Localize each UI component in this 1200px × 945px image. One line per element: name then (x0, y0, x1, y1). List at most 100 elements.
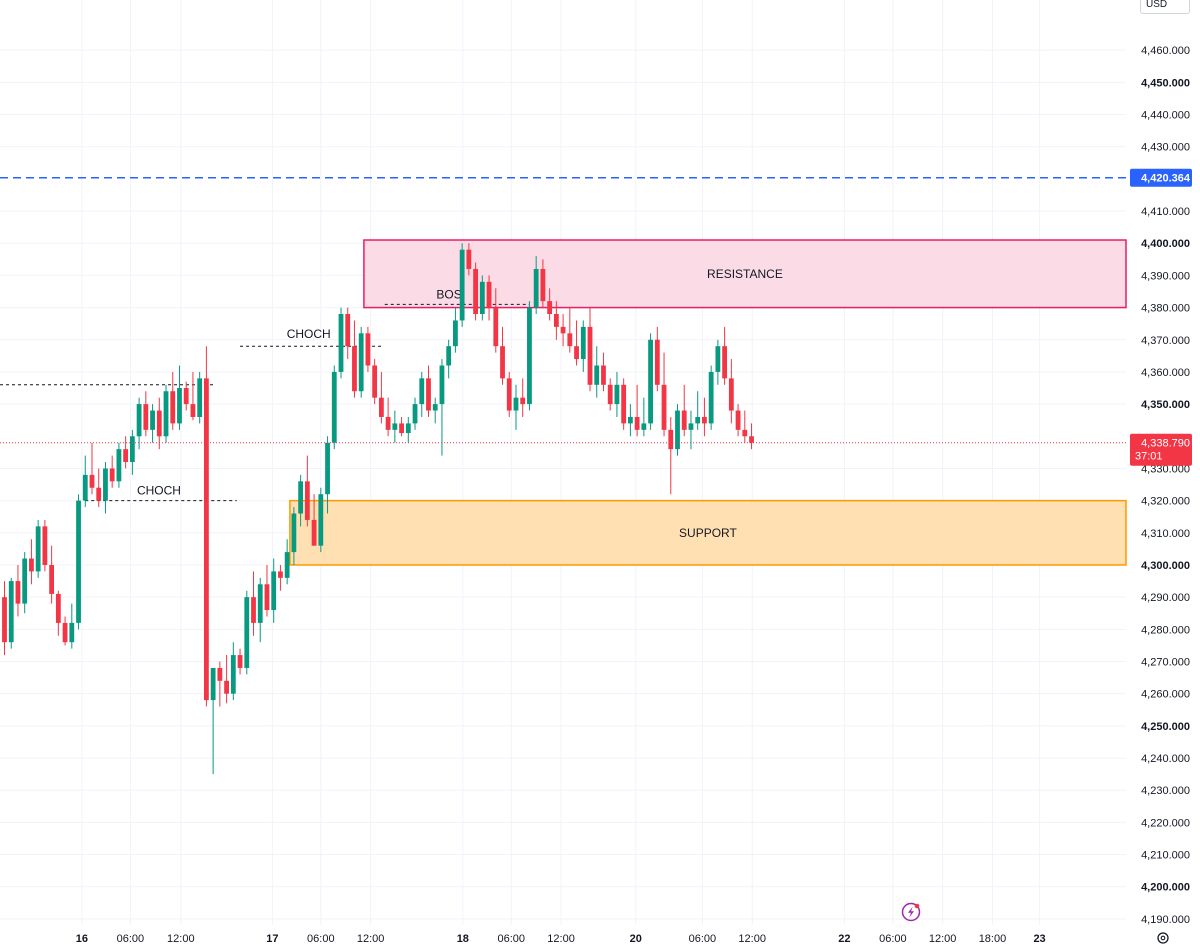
candle (607, 378, 613, 411)
candle-body (318, 494, 324, 546)
y-tick-label: 4,330.000 (1141, 463, 1190, 475)
marked-price-badge: 4,420.364 (1130, 168, 1192, 187)
candle (304, 455, 310, 527)
candle-body (177, 388, 182, 424)
y-tick-label: 4,360.000 (1141, 367, 1190, 379)
candle (708, 365, 714, 430)
candle (580, 320, 586, 372)
x-axis[interactable]: 16 06:00 12:00 17 06:00 12:00 18 06:00 12:00 20 06… (76, 933, 1046, 945)
currency-selector[interactable]: USD (1140, 0, 1190, 14)
y-tick-label: 4,290.000 (1141, 592, 1190, 604)
candle-body (688, 423, 694, 430)
candle (749, 423, 754, 450)
x-tick-label: 18 (457, 933, 469, 945)
candle (702, 397, 707, 437)
candle (197, 371, 203, 424)
candle-body (453, 320, 458, 347)
y-axis[interactable]: 4,460.000 4,450.000 4,440.000 4,430.000 4,41… (1130, 45, 1192, 926)
candle (466, 243, 472, 276)
y-tick-label: 4,260.000 (1141, 689, 1190, 701)
candle-body (580, 326, 586, 360)
y-tick-label: 4,200.000 (1141, 882, 1190, 894)
candle-body (486, 281, 492, 308)
candle (345, 307, 351, 360)
candle-body (708, 371, 714, 424)
candle-body (304, 481, 310, 520)
candle-body (35, 526, 41, 572)
candle (69, 603, 75, 649)
candle (533, 256, 539, 315)
y-tick-label: 4,230.000 (1141, 785, 1190, 797)
x-tick-label: 06:00 (498, 933, 526, 945)
candle (237, 648, 243, 675)
candle-body (298, 481, 304, 514)
candle-body (251, 597, 256, 623)
candle (42, 519, 48, 572)
candle (675, 404, 680, 456)
candle (681, 384, 687, 437)
y-tick-label: 4,430.000 (1141, 142, 1190, 154)
candle (96, 468, 102, 508)
x-tick-label: 20 (630, 933, 642, 945)
candle-body (493, 307, 499, 347)
candle-body (654, 339, 660, 385)
candle-body (210, 667, 216, 701)
candle (230, 642, 236, 701)
candle (143, 391, 149, 437)
candle (2, 581, 7, 656)
candle (688, 410, 694, 450)
candle (742, 410, 748, 443)
candle (419, 371, 425, 417)
x-tick-label: 06:00 (689, 933, 717, 945)
candle (224, 655, 229, 704)
candle (264, 564, 270, 617)
y-tick-label: 4,250.000 (1141, 721, 1190, 733)
candle-body (352, 346, 357, 392)
candle (735, 404, 741, 437)
candle-body (540, 268, 546, 302)
x-tick-label: 06:00 (879, 933, 907, 945)
lightning-icon[interactable] (901, 902, 921, 922)
gear-icon[interactable] (1157, 932, 1169, 944)
candle-body (338, 314, 344, 372)
candle-body (728, 378, 734, 411)
y-tick-label: 4,320.000 (1141, 496, 1190, 508)
candle (311, 494, 317, 546)
candle (486, 275, 492, 321)
candle (129, 429, 135, 475)
candle-body (2, 597, 7, 643)
current-price-label: 4,338.790 (1141, 438, 1190, 450)
bos-label: BOS (436, 287, 461, 301)
candle-body (291, 513, 297, 553)
candle-body (224, 680, 229, 694)
candle-body (76, 500, 81, 623)
candle (156, 397, 162, 450)
y-tick-label: 4,280.000 (1141, 624, 1190, 636)
candle (506, 371, 512, 417)
candle (103, 462, 108, 514)
marked-price-badge-bg (1130, 168, 1192, 187)
candle-body (446, 346, 452, 366)
candle-body (681, 410, 687, 430)
candle (372, 359, 378, 405)
y-tick-label: 4,400.000 (1141, 238, 1190, 250)
candle (82, 455, 88, 508)
candle (459, 243, 465, 327)
x-tick-label: 12:00 (357, 933, 385, 945)
candle-body (264, 584, 270, 611)
candle-body (587, 326, 593, 385)
candle-body (641, 423, 647, 430)
candle-body (594, 365, 600, 385)
candle-body (237, 655, 243, 668)
candle (183, 381, 189, 411)
x-tick-label: 17 (266, 933, 278, 945)
candle (473, 262, 478, 321)
candle (513, 384, 519, 430)
candle-body (567, 333, 573, 347)
candle (163, 384, 169, 443)
candle-body (257, 584, 263, 623)
candle-body (459, 249, 465, 321)
candle (331, 365, 337, 450)
y-tick-label: 4,350.000 (1141, 399, 1190, 411)
